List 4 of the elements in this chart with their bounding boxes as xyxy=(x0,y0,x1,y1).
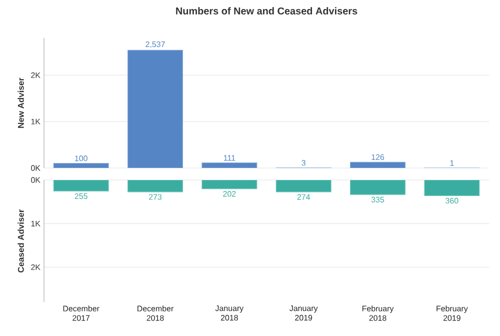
y-axis-title: New Adviser xyxy=(18,78,24,128)
bar xyxy=(53,163,109,168)
y-axis-title: Ceased Adviser xyxy=(18,209,24,272)
chart-title: Numbers of New and Ceased Advisers xyxy=(176,7,358,14)
